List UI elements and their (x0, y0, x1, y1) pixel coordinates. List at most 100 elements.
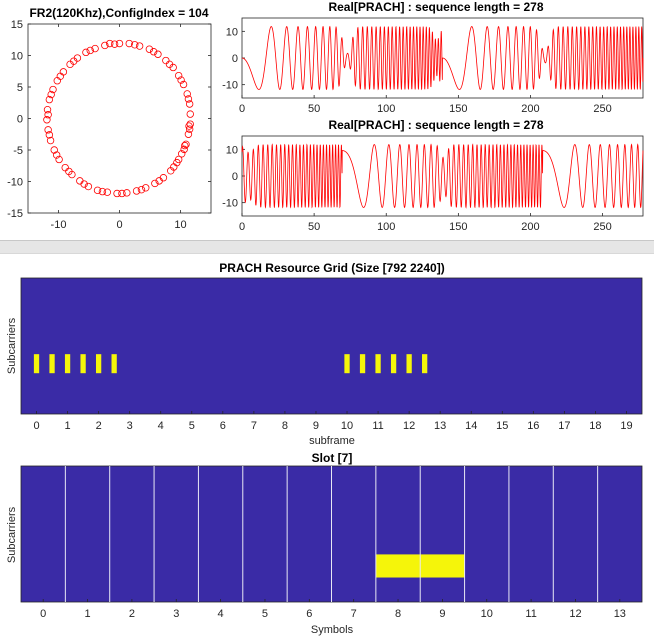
constellation-point (113, 189, 121, 198)
signal-xtick-label: 250 (593, 221, 611, 233)
constellation-point (137, 185, 146, 194)
constellation-point (186, 110, 194, 118)
resource-grid-xtick-label: 1 (65, 420, 71, 432)
constellation-point (47, 90, 55, 99)
slot-xtick-label: 8 (395, 608, 401, 620)
signal-xtick-label: 0 (239, 103, 245, 115)
constellation-point (91, 44, 99, 53)
signal-xtick-label: 200 (521, 103, 539, 115)
prach-allocation-block (422, 354, 428, 374)
signal-xtick-label: 0 (239, 221, 245, 233)
constellation-point (142, 184, 150, 192)
prach-real-plot-1: Real[PRACH] : sequence length = 278 0 50 1… (222, 0, 644, 115)
constellation-point (174, 71, 183, 80)
constellation-point (70, 57, 78, 65)
constellation-ytick-label: -15 (7, 208, 23, 220)
resource-grid-xtick-label: 14 (465, 420, 477, 432)
signal-xtick-label: 150 (449, 221, 467, 233)
resource-grid-xtick-label: 18 (589, 420, 601, 432)
prach-allocation-block (49, 354, 55, 374)
prach-real-plot-2: Real[PRACH] : sequence length = 278 0 50 1… (222, 118, 644, 233)
constellation-point (125, 39, 133, 48)
prach-allocation-block (344, 354, 350, 374)
constellation-point (103, 188, 111, 196)
prach-plot-2-title: Real[PRACH] : sequence length = 278 (328, 118, 543, 132)
constellation-point (184, 130, 193, 138)
constellation-point (65, 167, 73, 176)
prach-allocation-block (33, 354, 40, 374)
resource-grid-xtick-label: 11 (372, 420, 383, 432)
slot-xtick-label: 12 (569, 608, 581, 620)
slot-title: Slot [7] (312, 451, 353, 465)
resource-grid-xtick-label: 6 (220, 420, 226, 432)
constellation-point (110, 40, 119, 48)
constellation-point (118, 189, 126, 198)
resource-grid-ylabel: Subcarriers (6, 317, 18, 374)
constellation-point (181, 141, 189, 150)
constellation-xtick-label: -10 (51, 219, 67, 231)
constellation-ytick-label: 5 (17, 82, 23, 94)
slot-ylabel: Subcarriers (6, 506, 18, 563)
constellation-point (101, 41, 109, 50)
resource-grid-xtick-label: 15 (496, 420, 508, 432)
constellation-point (177, 76, 185, 84)
resource-grid-xtick-label: 5 (189, 420, 195, 432)
constellation-xtick-label: 0 (116, 219, 122, 231)
constellation-point (183, 90, 191, 98)
slot-xtick-label: 0 (40, 608, 46, 620)
constellation-point (185, 125, 194, 133)
resource-grid-area (20, 277, 643, 415)
slot-xtick-label: 6 (306, 608, 312, 620)
signal-xtick-label: 250 (593, 103, 611, 115)
resource-grid-xtick-label: 12 (403, 420, 415, 432)
constellation-point (155, 177, 163, 185)
resource-grid-plot: PRACH Resource Grid (Size [792 2240]) Su… (6, 261, 643, 447)
resource-grid-xtick-label: 19 (620, 420, 632, 432)
constellation-point (43, 116, 51, 124)
resource-grid-xtick-label: 17 (558, 420, 570, 432)
resource-grid-xtick-label: 3 (127, 420, 133, 432)
constellation-point (149, 48, 158, 56)
prach-plot-1-series-line (241, 25, 644, 91)
slot-xtick-label: 4 (218, 608, 224, 620)
signal-xtick-label: 200 (521, 221, 539, 233)
resource-grid-xlabel: subframe (309, 435, 355, 447)
prach-allocation-block (64, 354, 71, 374)
constellation-point (43, 105, 52, 114)
prach-allocation-block (80, 354, 86, 374)
prach-plot-2-series-line (241, 143, 644, 209)
constellation-point (50, 146, 58, 154)
constellation-point (132, 187, 141, 195)
slot-xtick-label: 7 (351, 608, 357, 620)
constellation-ytick-label: -5 (13, 145, 23, 157)
signal-xtick-label: 100 (377, 221, 395, 233)
constellation-point (46, 136, 55, 145)
prach-allocation-block (390, 354, 397, 374)
signal-ytick-label: 0 (232, 53, 238, 65)
constellation-point (80, 180, 88, 188)
resource-grid-xtick-label: 9 (313, 420, 319, 432)
resource-grid-xtick-label: 13 (434, 420, 446, 432)
prach-allocation-block (359, 354, 366, 374)
prach-plot-1-title: Real[PRACH] : sequence length = 278 (328, 0, 543, 14)
resource-grid-xtick-label: 0 (33, 420, 39, 432)
resource-grid-xtick-label: 7 (251, 420, 257, 432)
resource-grid-xtick-label: 2 (96, 420, 102, 432)
signal-ytick-label: -10 (222, 80, 238, 92)
signal-xtick-label: 50 (308, 103, 320, 115)
signal-xtick-label: 50 (308, 221, 320, 233)
constellation-point (145, 45, 154, 53)
prach-allocation-block (406, 354, 412, 374)
constellation-ytick-label: 15 (11, 19, 23, 31)
signal-ytick-label: 10 (226, 26, 238, 38)
constellation-point (93, 186, 102, 195)
constellation-point (151, 179, 159, 188)
constellation-point (44, 126, 52, 134)
constellation-point (56, 72, 65, 80)
slot-xtick-label: 9 (439, 608, 445, 620)
constellation-title: FR2(120Khz),ConfigIndex = 104 (29, 6, 208, 20)
constellation-point (44, 111, 52, 119)
constellation-xtick-label: 10 (174, 219, 186, 231)
constellation-point (165, 60, 174, 69)
